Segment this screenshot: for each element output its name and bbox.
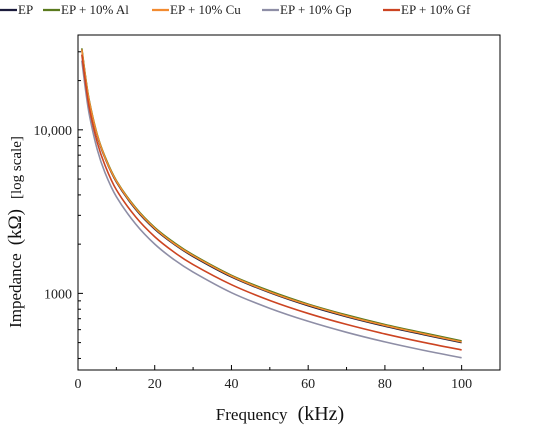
y-axis-title-note: [log scale] [9, 136, 25, 199]
y-tick-label-0: 1000 [44, 287, 72, 302]
series-line-3 [81, 60, 462, 359]
x-tick-label-3: 60 [301, 377, 315, 392]
legend-label-0: EP [18, 2, 33, 17]
legend-label-2: EP + 10% Cu [170, 2, 241, 17]
x-tick-label-5: 100 [451, 377, 472, 392]
x-axis-title-main: Frequency [216, 405, 288, 424]
y-tick-label-1: 10,000 [34, 124, 73, 139]
y-axis-title: Impedance (kΩ) [log scale] [5, 136, 26, 328]
legend-label-4: EP + 10% Gf [401, 2, 471, 17]
series-line-1 [81, 48, 462, 342]
legend: EP EP + 10% Al EP + 10% Cu EP + 10% Gp EP + … [0, 2, 471, 17]
series-line-0 [81, 49, 462, 344]
series-line-2 [81, 49, 462, 343]
plot-frame [77, 34, 501, 371]
legend-label-1: EP + 10% Al [61, 2, 129, 17]
series-lines [81, 48, 462, 359]
x-axis-title-unit: (kHz) [298, 403, 345, 425]
x-axis-title: Frequency (kHz) [216, 403, 344, 425]
x-tick-label-0: 0 [75, 377, 82, 392]
y-axis-title-unit: (kΩ) [5, 209, 26, 245]
x-tick-label-4: 80 [378, 377, 392, 392]
x-tick-label-1: 20 [148, 377, 162, 392]
axes: 0 20 40 60 80 100 1000 10,000 [34, 34, 501, 392]
y-axis-title-main: Impedance [6, 253, 25, 328]
x-tick-label-2: 40 [224, 377, 238, 392]
legend-label-3: EP + 10% Gp [280, 2, 352, 17]
series-line-4 [81, 54, 462, 351]
